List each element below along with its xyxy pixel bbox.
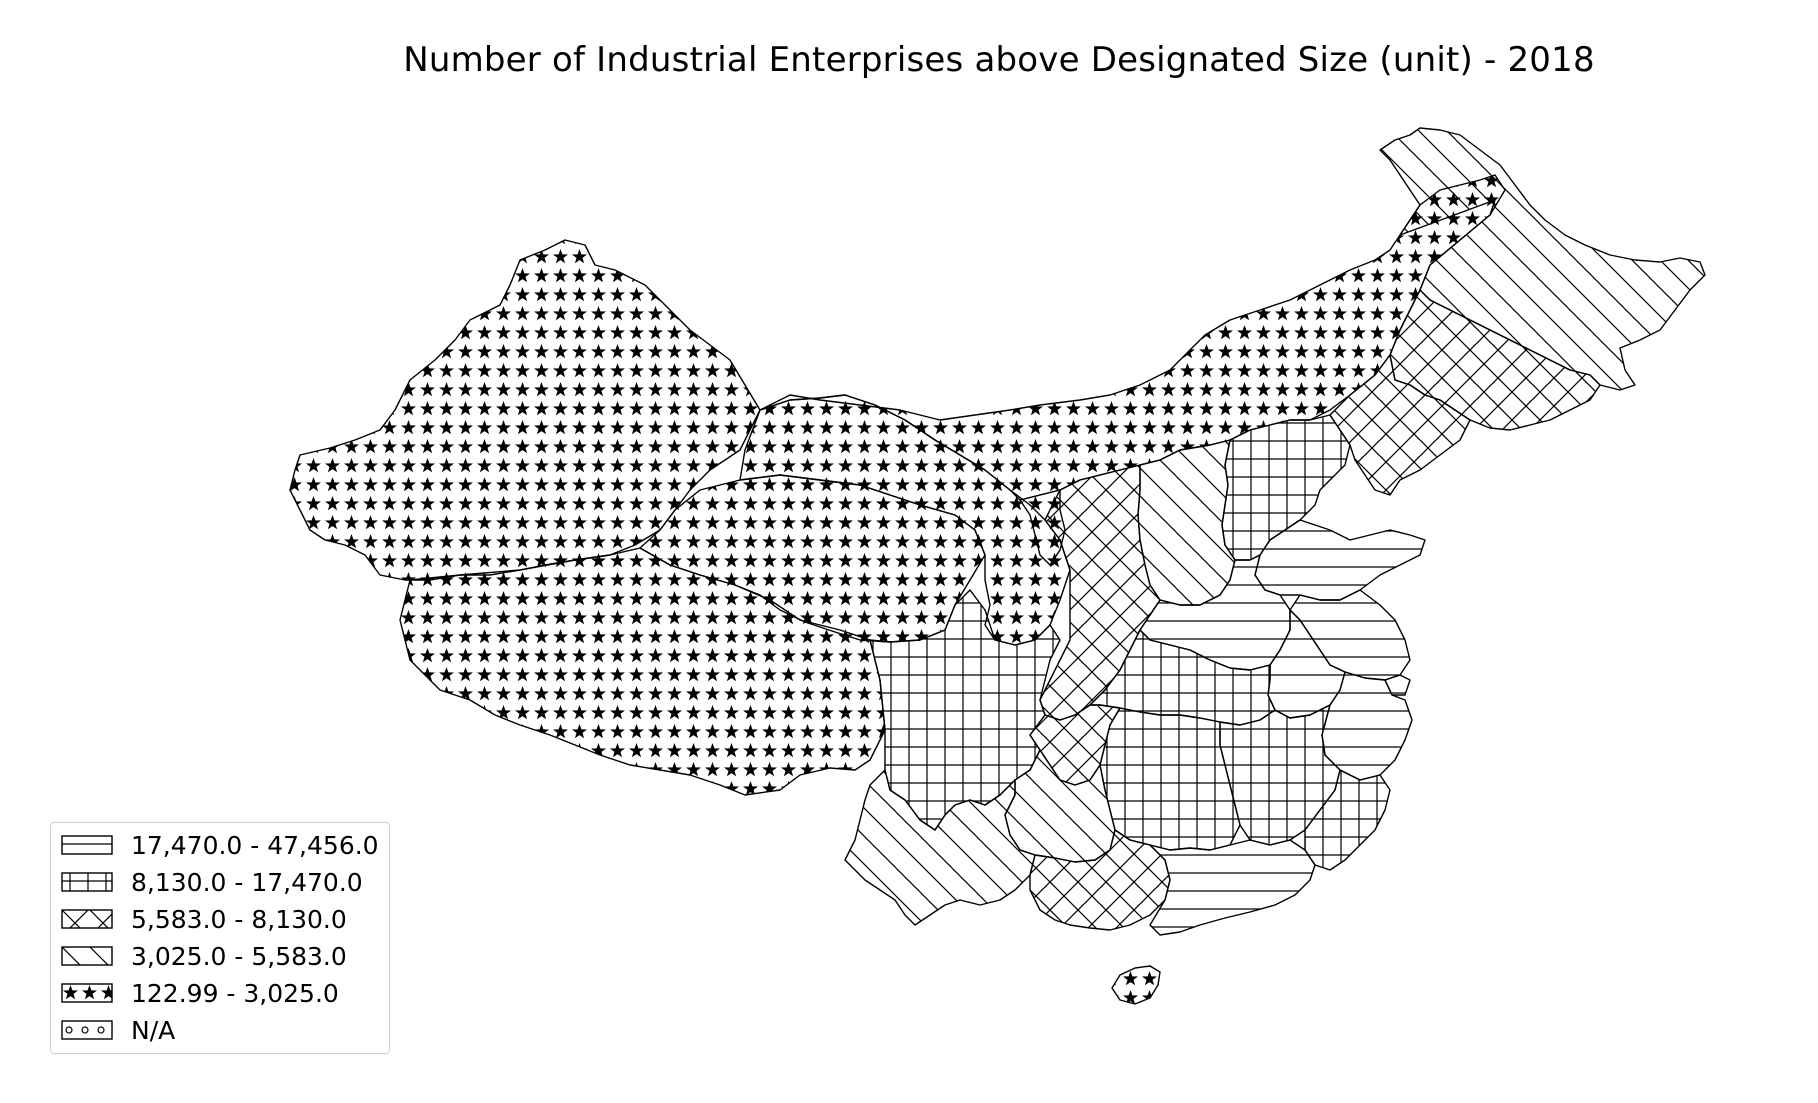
legend-label: 122.99 - 3,025.0 bbox=[131, 978, 339, 1008]
region-hunan bbox=[1099, 707, 1241, 851]
region-guangdong bbox=[1149, 839, 1316, 936]
legend-swatch-diagonal-lines bbox=[61, 946, 113, 966]
legend-item: 8,130.0 - 17,470.0 bbox=[61, 867, 363, 897]
region-fujian bbox=[1304, 769, 1391, 871]
region-xinjiang bbox=[289, 239, 761, 581]
region-ningxia bbox=[1019, 489, 1066, 566]
legend-swatch-circles bbox=[61, 1020, 113, 1040]
legend-item: 17,470.0 - 47,456.0 bbox=[61, 830, 379, 860]
legend-item: 122.99 - 3,025.0 bbox=[61, 978, 339, 1008]
legend-label: 8,130.0 - 17,470.0 bbox=[131, 867, 363, 897]
region-hainan bbox=[1111, 965, 1161, 1005]
legend-label: N/A bbox=[131, 1015, 176, 1045]
legend-item: 5,583.0 - 8,130.0 bbox=[61, 904, 347, 934]
legend: 17,470.0 - 47,456.0 8,130.0 - 17,470.0 5… bbox=[50, 822, 390, 1054]
region-shandong bbox=[1254, 519, 1426, 601]
legend-label: 17,470.0 - 47,456.0 bbox=[131, 830, 379, 860]
map-title: Number of Industrial Enterprises above D… bbox=[403, 40, 1595, 80]
legend-swatch-cross-hatch bbox=[61, 909, 113, 929]
legend-label: 5,583.0 - 8,130.0 bbox=[131, 904, 347, 934]
legend-item: N/A bbox=[61, 1015, 175, 1045]
legend-item: 3,025.0 - 5,583.0 bbox=[61, 941, 347, 971]
legend-swatch-stars bbox=[61, 983, 113, 1003]
region-yunnan bbox=[844, 769, 1036, 926]
region-shanxi bbox=[1137, 439, 1236, 606]
legend-label: 3,025.0 - 5,583.0 bbox=[131, 941, 347, 971]
legend-swatch-horizontal-lines bbox=[61, 835, 113, 855]
region-liaoning bbox=[1329, 354, 1471, 496]
legend-swatch-grid bbox=[61, 872, 113, 892]
